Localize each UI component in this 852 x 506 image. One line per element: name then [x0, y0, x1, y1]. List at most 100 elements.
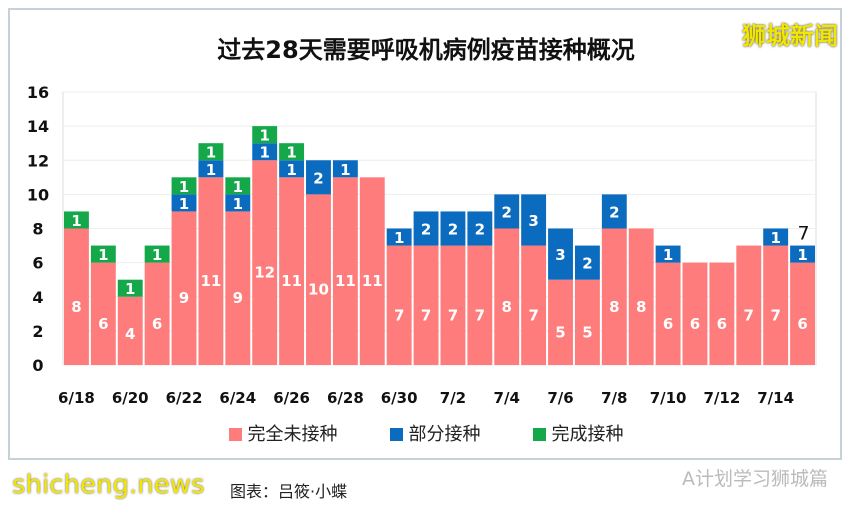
- bar-segment: [198, 160, 224, 178]
- bar-segment: [548, 228, 573, 280]
- data-label: 6: [797, 315, 807, 333]
- bar-segment: [252, 160, 278, 365]
- bar-segment: [198, 177, 224, 365]
- bar-segment: [494, 228, 520, 365]
- y-tick-label: 4: [32, 288, 43, 307]
- bar-segment: [225, 211, 251, 365]
- bar-segment: [790, 245, 815, 263]
- data-label: 1: [179, 195, 189, 213]
- bar-segment: [386, 228, 412, 246]
- data-label: 1: [233, 178, 243, 196]
- bar-segment: [252, 143, 278, 161]
- bar-segment: [413, 211, 439, 246]
- chart-frame: [8, 8, 842, 460]
- x-tick-label: 7/2: [440, 389, 466, 407]
- y-tick-label: 8: [32, 220, 43, 239]
- data-label: 7: [421, 306, 431, 324]
- y-tick-label: 6: [32, 254, 43, 273]
- bar-segment: [90, 262, 116, 365]
- data-label: 7: [475, 306, 485, 324]
- data-label: 11: [335, 272, 356, 290]
- y-tick-label: 10: [27, 185, 49, 204]
- credit-text: 图表：吕筱·小蝶: [230, 482, 348, 501]
- data-label: 7: [448, 306, 458, 324]
- data-label: 7: [770, 306, 780, 324]
- legend-swatch: [532, 428, 546, 441]
- bar-segment: [252, 126, 278, 144]
- data-label: 8: [502, 298, 512, 316]
- bar-segment: [64, 228, 89, 365]
- legend-swatch: [389, 428, 403, 441]
- bar-segment: [279, 177, 305, 365]
- data-label: 2: [502, 203, 512, 221]
- y-tick-label: 0: [32, 356, 43, 375]
- data-label: 1: [179, 178, 189, 196]
- bar-segment: [467, 211, 493, 246]
- bar-segment: [279, 143, 305, 161]
- bar-segment: [601, 194, 627, 229]
- data-label: 1: [206, 161, 216, 179]
- bar-segment: [790, 262, 815, 365]
- y-tick-label: 2: [32, 322, 43, 341]
- bar-segment: [171, 177, 197, 195]
- bar-segment: [306, 160, 331, 195]
- data-label: 11: [281, 272, 302, 290]
- wechat-source: A计划学习狮城篇: [682, 468, 828, 490]
- data-label: 2: [421, 221, 431, 239]
- x-tick-label: 7/14: [757, 389, 794, 407]
- bar-segment: [306, 194, 331, 365]
- bar-segment: [332, 177, 358, 365]
- data-label: 8: [636, 298, 646, 316]
- data-label: 8: [71, 298, 81, 316]
- bar-segment: [171, 211, 197, 365]
- watermark-logo: 狮城新闻: [742, 22, 838, 50]
- data-label: 3: [555, 246, 565, 264]
- legend-item: 部分接种: [389, 420, 481, 446]
- data-label: 1: [259, 127, 269, 145]
- data-label: 1: [233, 195, 243, 213]
- bar-segment: [90, 245, 116, 263]
- bar-segment: [709, 262, 735, 365]
- data-label: 2: [582, 255, 592, 273]
- chart-title: 过去28天需要呼吸机病例疫苗接种概况: [217, 36, 635, 64]
- bar-segment: [736, 245, 762, 365]
- data-label: 7: [744, 306, 754, 324]
- data-label: 1: [98, 246, 108, 264]
- x-tick-label: 7/8: [601, 389, 627, 407]
- x-tick-label: 7/10: [650, 389, 687, 407]
- data-label: 11: [200, 272, 221, 290]
- bar-segment: [440, 245, 466, 365]
- bar-segment: [655, 245, 681, 263]
- bar-segment: [64, 211, 89, 229]
- bar-segment: [574, 245, 600, 280]
- x-tick-label: 7/12: [703, 389, 740, 407]
- data-label: 6: [717, 315, 727, 333]
- bar-segment: [763, 245, 789, 365]
- bar-segment: [628, 228, 654, 365]
- data-label: 1: [125, 280, 135, 298]
- legend-label: 完成接种: [551, 424, 624, 445]
- total-annotation: 7: [798, 223, 810, 245]
- data-label: 11: [362, 272, 383, 290]
- legend-label: 完全未接种: [247, 424, 338, 445]
- data-label: 1: [71, 212, 81, 230]
- data-label: 5: [555, 323, 565, 341]
- bar-segment: [144, 262, 170, 365]
- data-label: 3: [528, 212, 538, 230]
- data-label: 2: [313, 169, 323, 187]
- data-label: 1: [797, 246, 807, 264]
- x-tick-label: 6/18: [58, 389, 95, 407]
- bar-segment: [386, 245, 412, 365]
- data-label: 7: [528, 306, 538, 324]
- x-tick-label: 6/24: [219, 389, 256, 407]
- data-label: 1: [286, 144, 296, 162]
- bar-segment: [440, 211, 466, 246]
- x-tick-label: 7/4: [494, 389, 520, 407]
- bar-segment: [682, 262, 708, 365]
- bar-segment: [413, 245, 439, 365]
- y-tick-label: 14: [27, 117, 49, 136]
- data-label: 9: [233, 289, 243, 307]
- bar-segment: [225, 194, 251, 212]
- data-label: 1: [770, 229, 780, 247]
- data-label: 2: [609, 203, 619, 221]
